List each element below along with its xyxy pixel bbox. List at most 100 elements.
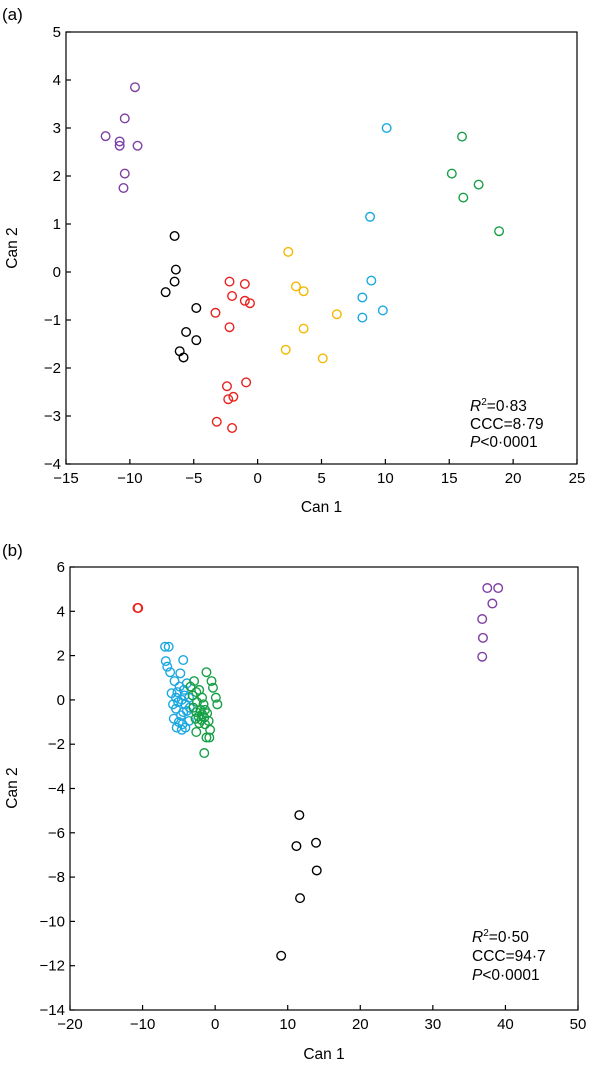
- panel-b-point-green: [212, 699, 223, 710]
- panel-b-y-tick-label: 6: [57, 559, 65, 576]
- panel-b-r2: R2=0·50: [472, 928, 529, 946]
- panel-b-x-tick-label: −10: [130, 1016, 155, 1033]
- panel-a-point-red: [227, 291, 238, 302]
- panel-a-y-tick-label: 1: [53, 216, 61, 233]
- panel-a-point-black: [160, 287, 171, 298]
- panel-b-y-tick-label: −8: [48, 869, 65, 886]
- panel-a-stats: R2=0·83 CCC=8·79 P<0·0001: [470, 397, 544, 451]
- panel-a-point-cyan: [366, 275, 377, 286]
- panel-b-x-tick-label: 20: [352, 1016, 369, 1033]
- panel-b-point-red: [133, 602, 144, 613]
- panel-b-point-green: [205, 724, 216, 735]
- panel-b-point-black: [295, 893, 306, 904]
- panel-b-r2-label: R: [472, 929, 483, 946]
- panel-a-x-tick-label: 25: [569, 470, 586, 487]
- panel-b-point-black: [294, 810, 305, 821]
- panel-b-point-purple: [477, 651, 488, 662]
- panel-a-y-tick-label: 2: [53, 168, 61, 185]
- panel-a-point-red: [244, 298, 255, 309]
- panel-a-point-red: [224, 276, 235, 287]
- panel-b-y-axis-label: Can 2: [4, 767, 21, 808]
- panel-a-point-purple: [132, 140, 143, 151]
- panel-b-point-black: [311, 837, 322, 848]
- panel-a-y-axis-label: Can 2: [4, 227, 21, 268]
- panel-b-point-green: [199, 719, 210, 730]
- panel-a-point-red: [223, 394, 234, 405]
- panel-a-y-tick-label: 0: [53, 264, 61, 281]
- panel-a-point-black: [169, 276, 180, 287]
- panel-b-x-tick-label: 10: [279, 1016, 296, 1033]
- panel-b-y-tick-label: −2: [48, 736, 65, 753]
- panel-b-y-ticks: −14 −12 −10 −8 −6 −4 −2 0 2 4 6: [40, 559, 75, 1019]
- panel-b-p-label: P: [472, 967, 483, 984]
- panel-b-y-tick-label: −12: [40, 958, 65, 975]
- panel-a-x-tick-label: 0: [253, 470, 261, 487]
- panel-a-y-tick-label: −2: [44, 360, 61, 377]
- panel-b-point-cyan: [175, 668, 186, 679]
- panel-a-x-ticks: −15 −10 −5 0 5 10 15 20 25: [53, 459, 585, 487]
- panel-a-point-yellow: [298, 286, 309, 297]
- panel-b-x-tick-label: 30: [425, 1016, 442, 1033]
- panel-b-r2-value: =0·50: [489, 929, 529, 946]
- panel-b-y-tick-label: 0: [57, 692, 65, 709]
- panel-b-point-black: [311, 865, 322, 876]
- panel-b-point-purple: [477, 632, 488, 643]
- panel-a-y-tick-label: 5: [53, 24, 61, 41]
- panel-a-y-ticks: −4 −3 −2 −1 0 1 2 3 4 5: [44, 24, 71, 473]
- panel-b-x-axis-label: Can 1: [303, 1046, 344, 1063]
- panel-b-point-green: [207, 682, 218, 693]
- panel-a-point-cyan: [357, 292, 368, 303]
- panel-b-point-cyan: [180, 722, 191, 733]
- panel-b-point-black: [276, 950, 287, 961]
- panel-b-x-ticks: −20 −10 0 10 20 30 40 50: [57, 1005, 586, 1033]
- panel-b-label: (b): [2, 541, 23, 560]
- panel-b-y-tick-label: −14: [40, 1002, 65, 1019]
- panel-a-point-red: [239, 295, 250, 306]
- panel-b-point-green: [191, 727, 202, 738]
- panel-b-point-green: [185, 681, 196, 692]
- panel-a-x-tick-label: −10: [117, 470, 142, 487]
- panel-a-point-black: [191, 335, 202, 346]
- panel-a-point-red: [228, 391, 239, 402]
- panel-a-ccc: CCC=8·79: [470, 416, 544, 433]
- panel-a-point-red: [210, 307, 221, 318]
- panel-a-point-green: [446, 168, 457, 179]
- panel-b-p: P<0·0001: [472, 967, 540, 984]
- panel-a-point-red: [221, 381, 232, 392]
- panel-b-point-purple: [482, 583, 493, 594]
- panel-b-point-cyan: [165, 667, 176, 678]
- panel-b-point-green: [204, 732, 215, 743]
- panel-b-point-cyan: [178, 655, 189, 666]
- panel-b-point-purple: [493, 583, 504, 594]
- panel-a-p-value: <0·0001: [480, 434, 537, 451]
- panel-a-point-yellow: [290, 281, 301, 292]
- panel-b-point-green: [199, 748, 210, 759]
- panel-a-point-green: [473, 179, 484, 190]
- panel-b: (b) −20 −10 0 10 20 30 40 50 −14−12−10−8−6−4−20…: [2, 541, 586, 1063]
- panel-b-point-green: [206, 676, 217, 687]
- panel-b-x-tick-label: −20: [57, 1016, 82, 1033]
- panel-a-y-tick-label: −3: [44, 408, 61, 425]
- panel-b-point-cyan: [160, 641, 171, 652]
- panel-a-point-green: [494, 226, 505, 237]
- panel-a-p: P<0·0001: [470, 434, 538, 451]
- panel-a-point-yellow: [280, 344, 291, 355]
- panel-a-point-yellow: [283, 246, 294, 257]
- panel-a-point-purple: [129, 82, 140, 93]
- panel-b-y-tick-label: −10: [40, 913, 65, 930]
- panel-b-p-value: <0·0001: [482, 967, 539, 984]
- panel-b-y-tick-label: −6: [48, 825, 65, 842]
- panel-a-r2-exp: 2: [481, 397, 487, 408]
- panel-b-ccc: CCC=94·7: [472, 948, 546, 965]
- panel-b-x-tick-label: 40: [497, 1016, 514, 1033]
- panel-b-y-tick-label: 2: [57, 648, 65, 665]
- panel-a-point-purple: [118, 182, 129, 193]
- panel-b-x-tick-label: 0: [211, 1016, 219, 1033]
- panel-a-point-cyan: [377, 305, 388, 316]
- panel-b-point-black: [291, 841, 302, 852]
- panel-a-point-purple: [119, 168, 130, 179]
- panel-a-point-red: [224, 322, 235, 333]
- panel-a-point-cyan: [357, 312, 368, 323]
- panel-a-x-tick-label: 5: [317, 470, 325, 487]
